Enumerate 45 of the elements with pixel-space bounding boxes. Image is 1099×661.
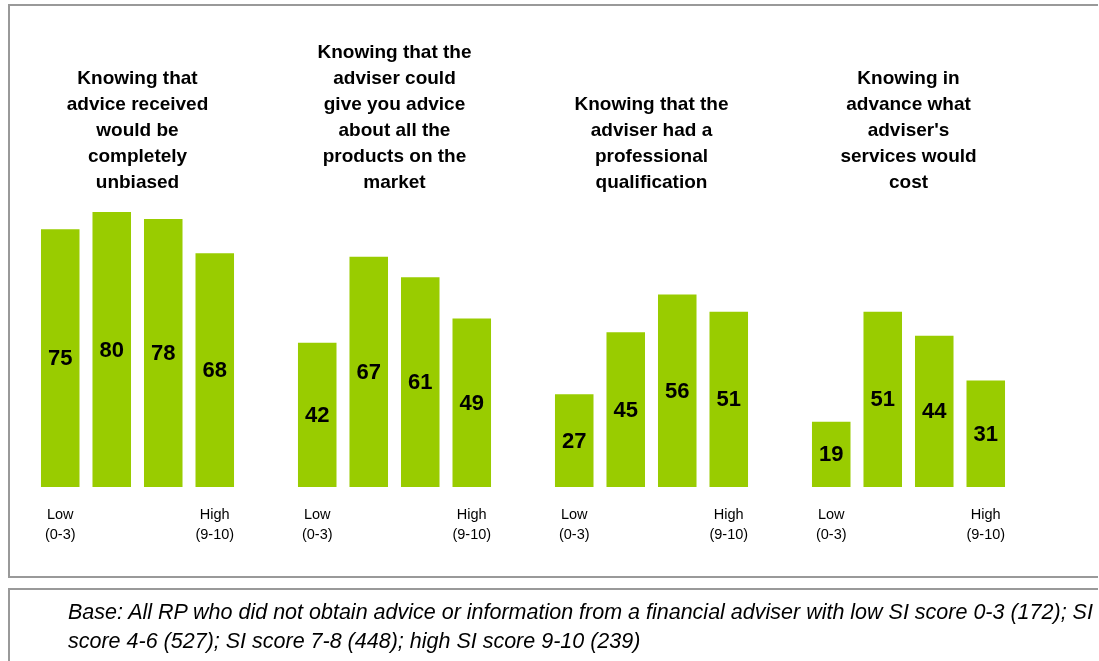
data-label: 78 bbox=[151, 339, 176, 365]
x-tick-label: High (9-10) bbox=[452, 505, 492, 542]
bar bbox=[966, 380, 1006, 487]
chart-title: Knowing that the adviser could give you advice about all the products on the market bbox=[317, 41, 472, 192]
bar bbox=[709, 311, 749, 487]
data-label: 67 bbox=[356, 358, 381, 384]
data-label: 31 bbox=[973, 420, 998, 446]
text: Base: All RP who did not obtain advice or information from a financial adviser with low SI score 0-3 (172); SI score 4-6 (527); SI score 7-8 (448); high SI score 9-10 (239) bbox=[8, 588, 1098, 661]
bar bbox=[914, 335, 954, 487]
data-label: 56 bbox=[665, 377, 690, 403]
bar bbox=[92, 212, 132, 487]
chart-title: Knowing in advance what adviser's services would cost bbox=[840, 67, 977, 192]
data-label: 61 bbox=[408, 369, 433, 395]
x-tick-label: Low (0-3) bbox=[558, 505, 590, 542]
x-tick-label: High (9-10) bbox=[966, 505, 1006, 542]
data-label: 75 bbox=[48, 345, 73, 371]
bar bbox=[863, 311, 903, 487]
data-label: 42 bbox=[305, 401, 330, 427]
data-label: 51 bbox=[870, 386, 895, 412]
chart-title: Knowing that the adviser had a professional qualification bbox=[574, 93, 729, 192]
bar bbox=[143, 218, 183, 487]
bar bbox=[452, 318, 492, 487]
data-label: 27 bbox=[562, 427, 587, 453]
bar bbox=[554, 394, 594, 487]
bar bbox=[297, 342, 337, 487]
data-label: 45 bbox=[613, 396, 638, 422]
data-label: 51 bbox=[716, 386, 741, 412]
data-label: 80 bbox=[99, 336, 124, 362]
x-tick-label: Low (0-3) bbox=[301, 505, 333, 542]
bar bbox=[349, 256, 389, 487]
bar bbox=[195, 253, 235, 487]
bar bbox=[657, 294, 697, 487]
data-label: 68 bbox=[202, 357, 227, 383]
data-label: 44 bbox=[922, 398, 948, 424]
x-tick-label: High (9-10) bbox=[709, 505, 749, 542]
x-tick-label: High (9-10) bbox=[195, 505, 235, 542]
x-tick-label: Low (0-3) bbox=[815, 505, 847, 542]
bar bbox=[606, 332, 646, 487]
bar bbox=[400, 277, 440, 487]
x-tick-label: Low (0-3) bbox=[44, 505, 76, 542]
data-label: 19 bbox=[819, 441, 844, 467]
bar bbox=[40, 229, 80, 487]
bar bbox=[811, 421, 851, 487]
chart-title: Knowing that advice received would be completely unbiased bbox=[66, 67, 209, 192]
data-label: 49 bbox=[459, 389, 484, 415]
